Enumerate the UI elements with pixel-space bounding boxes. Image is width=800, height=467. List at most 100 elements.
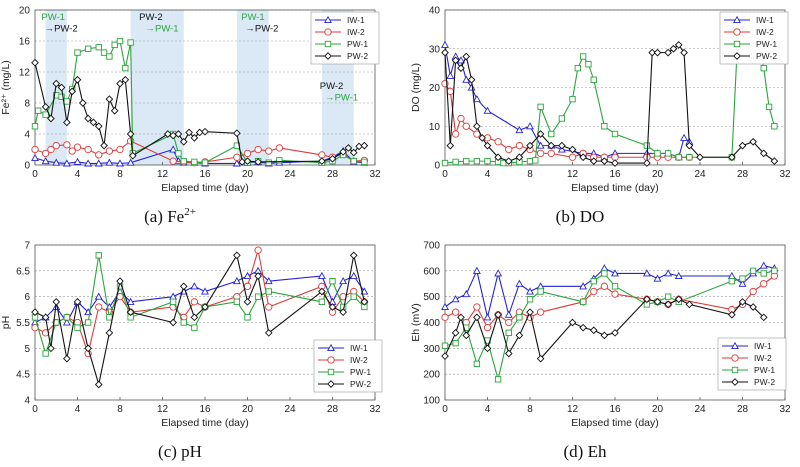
data-point [73,157,82,165]
data-point [73,75,82,84]
data-point [600,282,609,290]
data-point [243,297,252,306]
legend-label: IW-2 [756,27,774,37]
x-tick-label: 16 [199,404,211,415]
legend-label: PW-2 [756,51,777,61]
data-point [653,297,662,306]
y-tick-label: 4 [24,130,30,141]
data-point [265,147,273,155]
data-point [504,349,513,358]
data-point [441,313,449,321]
data-point [568,153,577,161]
data-point [318,151,326,159]
data-point [760,270,767,277]
y-tick-label: 16 [19,37,31,48]
data-point [62,318,71,326]
data-point [63,354,71,363]
data-point [759,149,768,158]
data-point [515,279,524,287]
legend-label: PW-1 [754,365,775,375]
x-tick-label: 8 [527,404,533,415]
annotation: PW-2 [320,81,344,92]
x-tick-label: 20 [242,169,254,180]
data-point [84,159,93,167]
data-point [600,331,609,340]
x-tick-label: 24 [694,404,706,415]
x-axis-label: Elapsed time (day) [571,417,659,429]
legend: IW-1 IW-2 PW-1 PW-2 [717,337,787,391]
data-point [601,270,608,277]
data-point [494,138,502,146]
legend-box [719,11,789,65]
data-point [126,130,135,138]
data-point [63,141,71,149]
data-point [648,48,657,57]
legend-marker [324,28,332,36]
data-point [116,277,124,286]
data-point [163,130,172,138]
data-point [94,122,103,131]
data-point [84,114,92,123]
data-point [264,328,273,337]
legend: IW-1 IW-2 PW-1 PW-2 [310,11,380,65]
series-line [34,140,365,164]
data-point [52,141,60,150]
data-point [52,79,61,88]
data-point [105,95,114,103]
x-tick-label: 20 [652,169,664,180]
data-point [169,157,177,165]
data-point [57,83,66,92]
data-point [41,149,50,158]
data-point [233,298,241,306]
data-point [611,269,619,277]
x-tick-label: 32 [779,169,791,180]
x-tick-label: 20 [242,404,254,415]
data-point [515,153,524,162]
x-tick-label: 28 [327,169,339,180]
data-point [339,277,348,285]
data-point [68,147,76,155]
series-pw-2 [31,58,369,166]
x-tick-label: 0 [442,404,448,415]
data-point [441,48,449,57]
data-point [233,251,241,260]
data-point [749,267,757,275]
data-point [349,251,358,260]
data-point [63,98,71,105]
shaded-period [45,10,67,165]
annotation: →PW-2 [245,24,278,35]
annotation: →PW-1 [146,24,179,35]
data-point [35,107,42,114]
data-point [526,141,534,150]
data-point [116,159,124,167]
x-tick-label: 28 [327,404,339,415]
data-point [462,331,471,340]
data-point [254,246,262,254]
data-point [675,154,682,161]
y-axis-label: Eh (mV) [410,303,422,342]
y-tick-label: 500 [423,292,440,303]
x-tick-label: 4 [75,404,81,415]
x-tick-label: 16 [609,404,621,415]
y-tick-label: 0 [24,161,30,172]
data-point [462,289,471,298]
data-point [201,127,209,136]
data-point [360,141,369,150]
legend-label: IW-1 [347,15,365,25]
data-point [759,313,768,322]
data-point [685,141,694,150]
data-point [483,313,492,321]
x-tick-label: 32 [369,169,381,180]
data-point [759,261,768,269]
data-point [504,157,513,165]
data-point [483,141,492,150]
x-tick-label: 4 [485,169,491,180]
x-tick-label: 16 [609,169,621,180]
data-point [451,130,460,138]
data-point [41,156,50,165]
data-point [350,293,357,300]
series-line [34,250,365,356]
data-point [590,76,597,83]
data-point [600,157,609,165]
